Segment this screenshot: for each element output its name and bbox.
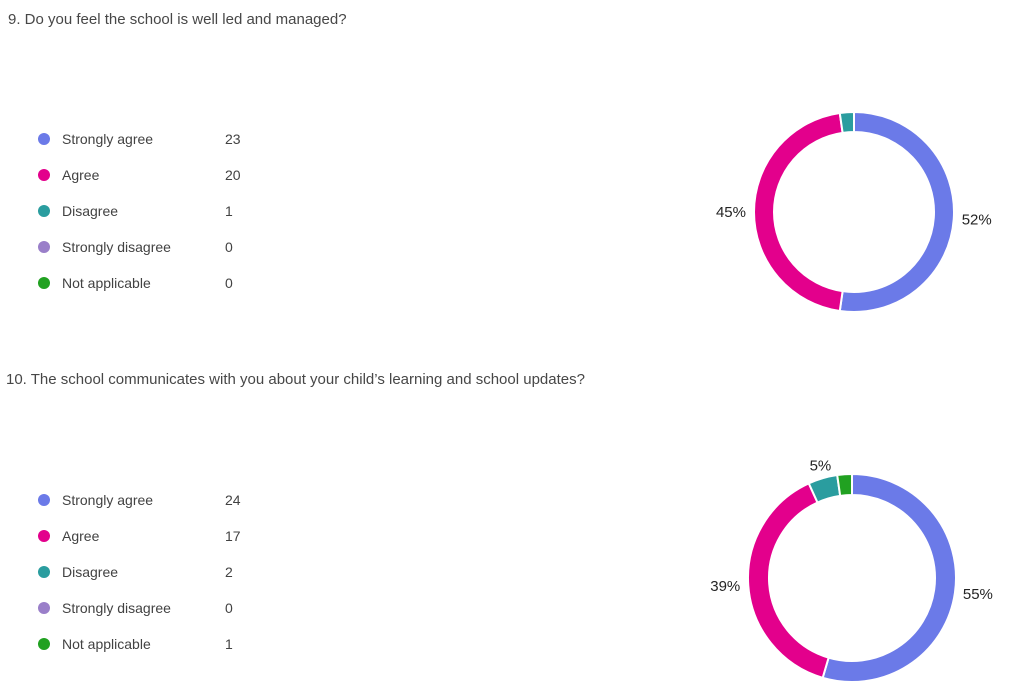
legend-label: Disagree xyxy=(62,564,119,580)
legend-label: Strongly disagree xyxy=(62,239,171,255)
slice-percent-label: 45% xyxy=(716,204,746,221)
legend-color-dot xyxy=(38,566,50,578)
slice-percent-label: 39% xyxy=(710,578,740,595)
legend-label: Agree xyxy=(62,167,100,183)
legend-label: Not applicable xyxy=(62,636,151,652)
legend-color-dot xyxy=(38,602,50,614)
legend-label: Strongly disagree xyxy=(62,600,171,616)
legend-label: Not applicable xyxy=(62,275,151,291)
donut-slice-not-applicable[interactable] xyxy=(836,472,853,497)
question-title-10: 10. The school communicates with you abo… xyxy=(6,371,585,388)
donut-slice-agree[interactable] xyxy=(747,482,830,680)
legend-color-dot xyxy=(38,133,50,145)
legend-item-strongly-disagree: Strongly disagree 0 xyxy=(38,590,298,626)
legend-count: 24 xyxy=(225,492,241,508)
legend-color-dot xyxy=(38,205,50,217)
legend-color-dot xyxy=(38,241,50,253)
legend-item-disagree: Disagree 2 xyxy=(38,554,298,590)
chart-legend-10: Strongly agree 24 Agree 17 Disagree 2 St… xyxy=(38,482,298,662)
legend-label: Strongly agree xyxy=(62,492,154,508)
legend-color-dot xyxy=(38,494,50,506)
legend-color-dot xyxy=(38,277,50,289)
legend-item-agree: Agree 17 xyxy=(38,518,298,554)
legend-label: Disagree xyxy=(62,203,119,219)
donut-chart-q9: 52% 45% xyxy=(716,110,992,313)
slice-percent-label: 52% xyxy=(962,212,992,229)
legend-color-dot xyxy=(38,169,50,181)
donut-slice-disagree[interactable] xyxy=(838,110,855,134)
legend-color-dot xyxy=(38,638,50,650)
legend-count: 0 xyxy=(225,600,233,616)
donut-slice-strongly-agree[interactable] xyxy=(821,472,957,683)
legend-count: 2 xyxy=(225,564,233,580)
legend-count: 17 xyxy=(225,528,241,544)
legend-item-strongly-agree: Strongly agree 23 xyxy=(38,121,298,157)
legend-count: 0 xyxy=(225,239,233,255)
legend-item-disagree: Disagree 1 xyxy=(38,193,298,229)
legend-label: Agree xyxy=(62,528,100,544)
legend-item-agree: Agree 20 xyxy=(38,157,298,193)
chart-legend-9: Strongly agree 23 Agree 20 Disagree 1 St… xyxy=(38,121,298,301)
legend-count: 23 xyxy=(225,131,241,147)
donut-slice-strongly-agree[interactable] xyxy=(838,110,955,313)
legend-label: Strongly agree xyxy=(62,131,154,147)
legend-item-strongly-disagree: Strongly disagree 0 xyxy=(38,229,298,265)
donut-slice-agree[interactable] xyxy=(753,111,844,313)
legend-item-not-applicable: Not applicable 1 xyxy=(38,626,298,662)
slice-percent-label: 5% xyxy=(810,458,832,475)
legend-item-strongly-agree: Strongly agree 24 xyxy=(38,482,298,518)
legend-item-not-applicable: Not applicable 0 xyxy=(38,265,298,301)
legend-color-dot xyxy=(38,530,50,542)
slice-percent-label: 55% xyxy=(963,586,993,603)
donut-chart-q10: 55% 39% 5% xyxy=(710,458,993,683)
question-title-9: 9. Do you feel the school is well led an… xyxy=(8,11,347,28)
legend-count: 1 xyxy=(225,203,233,219)
legend-count: 1 xyxy=(225,636,233,652)
legend-count: 20 xyxy=(225,167,241,183)
legend-count: 0 xyxy=(225,275,233,291)
